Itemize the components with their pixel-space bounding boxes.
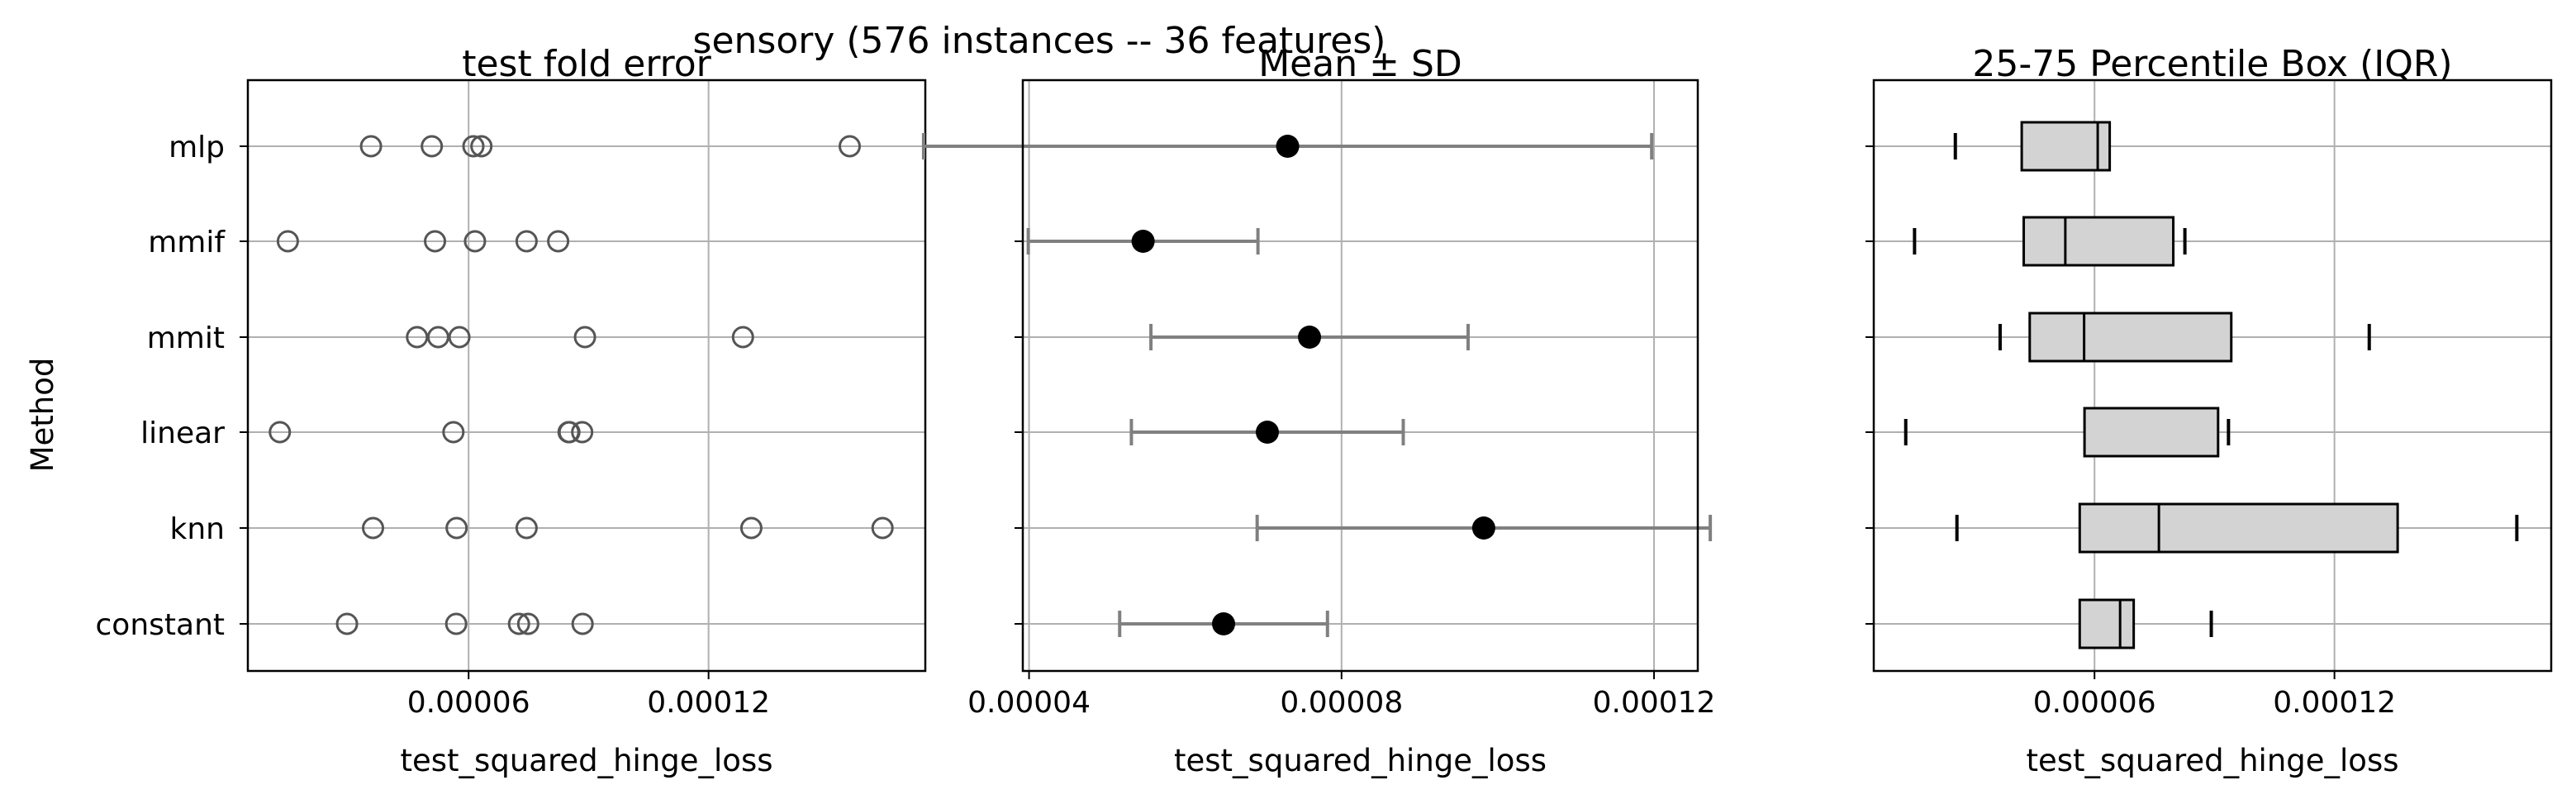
mean-point-mmit bbox=[1298, 326, 1322, 349]
point-mlp bbox=[470, 135, 493, 158]
point-linear bbox=[571, 421, 594, 444]
axes-frame bbox=[1872, 78, 2553, 673]
x-tick-label: 0.00006 bbox=[2033, 686, 2156, 720]
point-knn bbox=[445, 516, 468, 540]
point-knn bbox=[871, 516, 894, 540]
point-constant bbox=[507, 612, 530, 635]
panel-title: test fold error bbox=[462, 43, 711, 85]
point-constant bbox=[335, 612, 359, 635]
point-linear bbox=[442, 421, 465, 444]
point-mmif bbox=[547, 230, 570, 253]
mean-point-knn bbox=[1471, 516, 1495, 540]
x-tick-label: 0.00012 bbox=[2273, 686, 2396, 720]
point-mmif bbox=[463, 230, 487, 253]
point-mmit bbox=[448, 326, 471, 349]
panel-mean-sd: 0.00004 0.00008 0.00012 Mean ± SD test_squar… bbox=[921, 43, 1716, 778]
x-axis-label: test_squared_hinge_loss bbox=[2027, 743, 2399, 778]
point-knn bbox=[739, 516, 763, 540]
y-axis-label: Method bbox=[25, 358, 60, 473]
point-mmif bbox=[424, 230, 447, 253]
y-tick-label-constant: constant bbox=[96, 608, 226, 642]
point-constant bbox=[571, 612, 594, 635]
y-tick-label-mlp: mlp bbox=[169, 131, 225, 164]
point-mlp bbox=[462, 135, 485, 158]
point-knn bbox=[515, 516, 538, 540]
x-tick-label: 0.00008 bbox=[1280, 686, 1403, 720]
point-linear bbox=[269, 421, 292, 444]
point-constant bbox=[516, 612, 539, 635]
point-mlp bbox=[839, 135, 862, 158]
point-linear bbox=[558, 421, 581, 444]
x-axis-label: test_squared_hinge_loss bbox=[401, 743, 773, 778]
suptitle: sensory (576 instances -- 36 features) bbox=[693, 20, 1386, 62]
point-mmit bbox=[573, 326, 596, 349]
x-tick-label: 0.00012 bbox=[1593, 686, 1716, 720]
point-mmit bbox=[426, 326, 449, 349]
point-mmif bbox=[276, 230, 299, 253]
panel-test-fold-error: 0.00006 0.00012 mlp mmif mmit linear knn consta… bbox=[96, 43, 927, 778]
x-tick-label: 0.00006 bbox=[407, 686, 530, 720]
x-axis-label: test_squared_hinge_loss bbox=[1174, 743, 1547, 778]
y-tick-label-linear: linear bbox=[140, 416, 225, 450]
iqr-box-mlp bbox=[2020, 121, 2112, 172]
point-mmif bbox=[515, 230, 538, 253]
y-tick-label-mmif: mmif bbox=[148, 226, 226, 259]
panel-iqr-box: 0.00006 0.00012 25-75 Percentile Box (IQR)… bbox=[1865, 43, 2553, 778]
mean-point-linear bbox=[1255, 421, 1279, 444]
y-tick-label-mmit: mmit bbox=[147, 321, 225, 355]
mean-point-constant bbox=[1212, 612, 1236, 635]
iqr-box-mmif bbox=[2022, 216, 2175, 267]
point-mmit bbox=[406, 326, 429, 349]
iqr-box-linear bbox=[2083, 407, 2220, 458]
x-tick-label: 0.00012 bbox=[647, 686, 770, 720]
iqr-box-constant bbox=[2078, 598, 2136, 649]
mean-point-mmif bbox=[1131, 230, 1155, 253]
point-mlp bbox=[359, 135, 383, 158]
axes-frame bbox=[1021, 78, 1699, 673]
point-mlp bbox=[421, 135, 444, 158]
iqr-box-mmit bbox=[2028, 312, 2233, 363]
mean-point-mlp bbox=[1276, 135, 1300, 158]
iqr-box-knn bbox=[2078, 502, 2399, 554]
x-tick-label: 0.00004 bbox=[967, 686, 1091, 720]
point-knn bbox=[362, 516, 385, 540]
panel-title: Mean ± SD bbox=[1258, 43, 1462, 85]
point-constant bbox=[444, 612, 468, 635]
axes-frame bbox=[246, 78, 927, 673]
panel-title: 25-75 Percentile Box (IQR) bbox=[1972, 43, 2452, 85]
y-tick-label-knn: knn bbox=[170, 512, 225, 546]
point-mmit bbox=[731, 326, 754, 349]
